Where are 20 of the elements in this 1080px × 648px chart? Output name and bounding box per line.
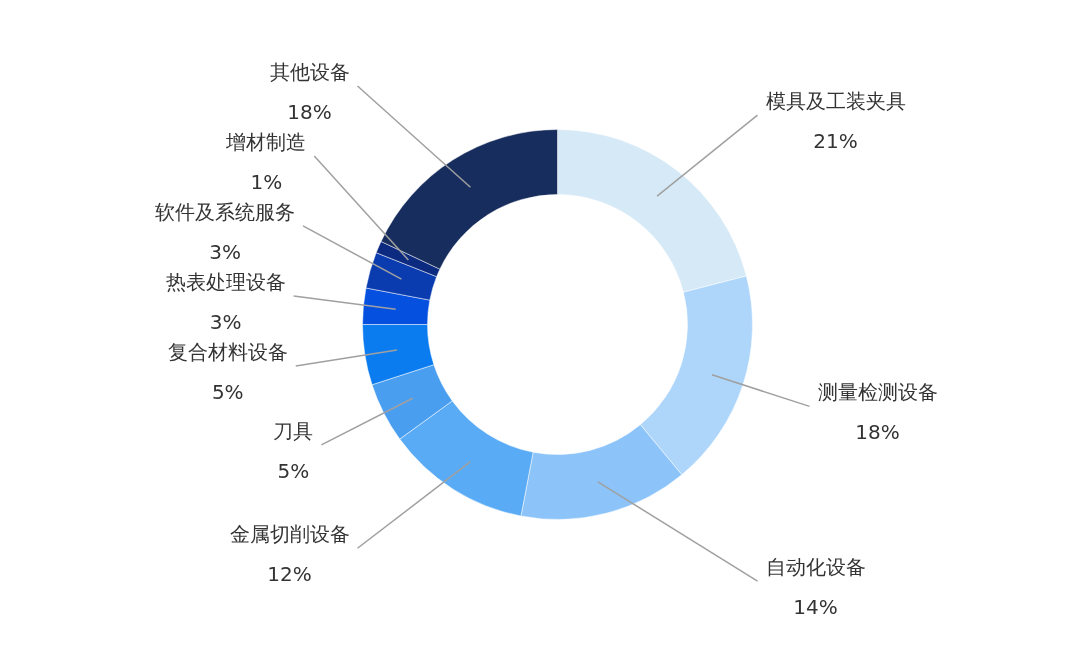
data-label: 3% (209, 239, 241, 264)
data-label: 5% (277, 458, 310, 483)
slice-label: 其他设备 (269, 59, 350, 84)
data-label: 14% (793, 595, 838, 620)
slice-label: 金属切削设备 (229, 522, 350, 547)
data-label: 1% (250, 169, 283, 194)
data-label: 18% (855, 420, 900, 445)
data-label: 12% (267, 562, 312, 587)
slice-label: 模具及工装夹具 (765, 89, 906, 114)
slice-label: 增材制造 (225, 129, 307, 154)
slice-label: 测量检测设备 (817, 380, 938, 405)
slice-label: 热表处理设备 (165, 269, 286, 294)
slice-label: 复合材料设备 (167, 339, 288, 364)
data-label: 5% (211, 379, 244, 404)
data-label: 21% (813, 129, 858, 154)
data-label: 3% (209, 309, 242, 334)
slice-label: 自动化设备 (765, 555, 866, 580)
slice-label: 刀具 (273, 418, 314, 443)
data-label: 18% (287, 99, 332, 124)
slice-label: 软件及系统服务 (155, 199, 296, 224)
